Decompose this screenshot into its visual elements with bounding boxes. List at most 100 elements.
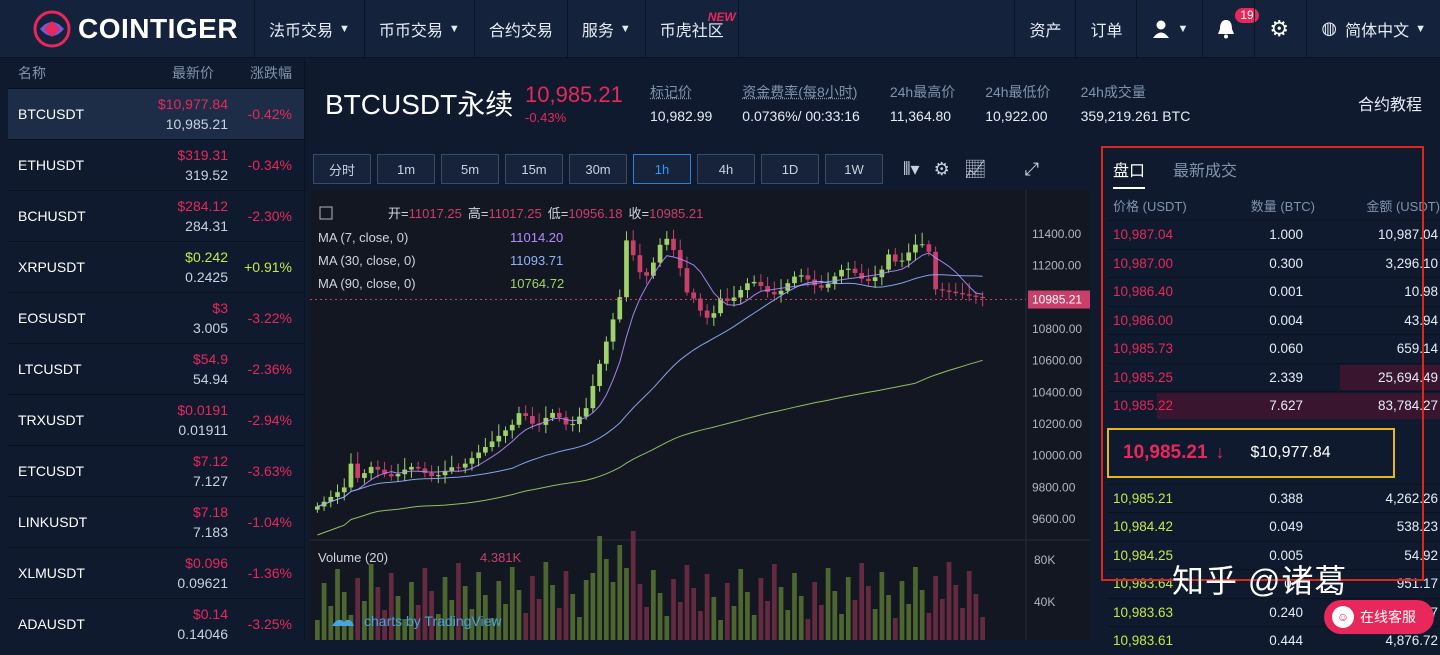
market-row[interactable]: TRXUSDT $0.0191 0.01911 -2.94%	[8, 394, 304, 445]
ask-row[interactable]: 10,985.22 7.627 83,784.27	[1107, 391, 1440, 420]
book-price: 10,986.00	[1113, 312, 1174, 328]
contract-tutorial-link[interactable]: 合约教程	[1357, 97, 1422, 114]
timeframe-button[interactable]: 5m	[441, 154, 499, 184]
market-price-usdt: 54.94	[192, 371, 228, 387]
candle	[368, 466, 374, 474]
market-row[interactable]: ETCUSDT $7.12 7.127 -3.63%	[8, 445, 304, 496]
ticker-stat-label[interactable]: 标记价	[650, 84, 692, 100]
tab-orderbook[interactable]: 盘口	[1113, 157, 1146, 189]
col-name[interactable]: 名称	[18, 65, 46, 81]
chart-background	[310, 190, 1090, 640]
online-support-button[interactable]: ☺ 在线客服	[1324, 600, 1434, 634]
volume-bar	[556, 608, 562, 640]
bid-row[interactable]: 10,984.25 0.005 54.92	[1107, 540, 1440, 570]
timeframe-button[interactable]: 15m	[505, 154, 563, 184]
timeframe-button[interactable]: 30m	[569, 154, 627, 184]
ask-row[interactable]: 10,987.04 1.000 10,987.04	[1107, 220, 1440, 249]
volume-bar	[348, 615, 354, 640]
timeframe-button[interactable]: 1m	[377, 154, 435, 184]
nav-item-4[interactable]: 币虎社区 NEW	[646, 0, 739, 58]
book-price: 10,986.40	[1113, 284, 1174, 300]
book-amount: 659.14	[1396, 341, 1438, 357]
market-list: 名称 最新价 涨跌幅 BTCUSDT $10,977.84 10,985.21 …	[0, 58, 305, 642]
market-change: -0.42%	[247, 106, 292, 122]
user-menu[interactable]: ▼	[1136, 0, 1202, 58]
ticker-header: BTCUSDT永续 10,985.21 -0.43% 标记价 10,982.99…	[305, 58, 1440, 148]
market-row[interactable]: LINKUSDT $7.18 7.183 -1.04%	[8, 496, 304, 547]
collapse-icon	[319, 206, 333, 220]
volume-bar	[462, 586, 468, 640]
book-amount: 10.98	[1404, 284, 1438, 300]
book-qty: 7.627	[1269, 398, 1303, 414]
chevron-down-icon: ▼	[619, 22, 631, 35]
market-symbol: XRPUSDT	[18, 259, 85, 275]
nav-item-1[interactable]: 币币交易 ▼	[365, 0, 475, 58]
ticker-stat-label[interactable]: 资金费率(每8小时)	[742, 84, 858, 100]
book-amount: 54.92	[1404, 547, 1438, 563]
volume-bar	[738, 569, 744, 640]
top-nav: COINTIGER 法币交易 ▼ 币币交易 ▼ 合约交易 服务 ▼ 币虎社区 NEW 资产 订单…	[0, 0, 1440, 58]
candle	[483, 447, 488, 453]
market-row[interactable]: XRPUSDT $0.242 0.2425 +0.91%	[8, 241, 304, 292]
gear-icon[interactable]: ⚙	[933, 158, 950, 179]
volume-bar	[691, 588, 697, 640]
ticker-stat-label: 24h成交量	[1080, 84, 1146, 100]
market-price: $0.14 0.14046	[128, 604, 228, 644]
timeframe-button[interactable]: 1h	[633, 154, 691, 184]
notifications-button[interactable]: 19	[1202, 0, 1259, 58]
ask-row[interactable]: 10,986.40 0.001 10.98	[1107, 277, 1440, 306]
settings-button[interactable]: ⚙	[1254, 0, 1306, 58]
volume-bar	[368, 564, 374, 640]
ask-row[interactable]: 10,985.73 0.060 659.14	[1107, 334, 1440, 363]
market-row[interactable]: XLMUSDT $0.096 0.09621 -1.36%	[8, 547, 304, 598]
col-amount: 金额 (USDT)	[1366, 198, 1440, 214]
market-row[interactable]: EOSUSDT $3 3.005 -3.22%	[8, 292, 304, 343]
volume-bar	[724, 583, 730, 640]
nav-item-0[interactable]: 法币交易 ▼	[255, 0, 365, 58]
candle	[805, 275, 811, 280]
timeframe-button[interactable]: 4h	[697, 154, 755, 184]
timeframe-button[interactable]: 分时	[313, 154, 371, 184]
market-row[interactable]: ADAUSDT $0.14 0.14046 -3.25%	[8, 598, 304, 649]
nav-assets[interactable]: 资产	[1014, 0, 1075, 58]
volume-bar	[953, 585, 959, 640]
last-price-tag-bg	[1028, 290, 1090, 309]
bid-row[interactable]: 10,984.42 0.049 538.23	[1107, 512, 1440, 541]
ask-row[interactable]: 10,986.00 0.004 43.94	[1107, 305, 1440, 335]
book-price: 10,985.73	[1113, 341, 1174, 357]
nav-item-2[interactable]: 合约交易	[475, 0, 568, 58]
tradingview-cloud-icon	[332, 619, 354, 626]
volume-bar	[684, 565, 690, 640]
fullscreen-icon[interactable]: ⤢	[1024, 158, 1040, 179]
book-amount: 4,262.26	[1385, 490, 1438, 506]
ticker-stat-value: 11,364.80	[889, 108, 952, 124]
market-row[interactable]: BTCUSDT $10,977.84 10,985.21 -0.42%	[8, 88, 304, 139]
col-change[interactable]: 涨跌幅	[250, 65, 292, 81]
bid-row[interactable]: 10,985.21 0.388 4,262.26	[1107, 483, 1440, 513]
ask-row[interactable]: 10,985.25 2.339 25,694.49	[1107, 362, 1440, 392]
market-row[interactable]: BCHUSDT $284.12 284.31 -2.30%	[8, 190, 304, 241]
volume-tick: 40K	[1034, 595, 1055, 609]
ticker-stat: 标记价 10,982.99	[650, 82, 712, 124]
volume-bar	[355, 578, 361, 640]
ask-row[interactable]: 10,987.00 0.300 3,296.10	[1107, 248, 1440, 278]
nav-orders[interactable]: 订单	[1075, 0, 1136, 58]
price-chart[interactable]: 11400.00 11200.00 10800.00 10600.00 10400.00…	[310, 190, 1090, 640]
volume-bar	[913, 567, 918, 640]
volume-bar	[530, 576, 535, 640]
tab-recent-trades[interactable]: 最新成交	[1173, 163, 1238, 180]
market-change: -0.34%	[247, 157, 292, 173]
language-selector[interactable]: ◍ 简体中文 ▼	[1306, 0, 1440, 58]
book-qty: 0.049	[1269, 519, 1303, 535]
timeframe-button[interactable]: 1W	[825, 154, 883, 184]
brand-logo[interactable]: COINTIGER	[0, 0, 255, 58]
nav-item-3[interactable]: 服务 ▼	[568, 0, 646, 58]
volume-bar	[469, 609, 475, 640]
timeframe-button[interactable]: 1D	[761, 154, 819, 184]
candlestick-style-icon[interactable]: ⫴▾	[903, 158, 920, 179]
market-price: $284.12 284.31	[128, 196, 228, 236]
market-row[interactable]: ETHUSDT $319.31 319.52 -0.34%	[8, 139, 304, 190]
indicators-icon[interactable]: 📈︎	[963, 158, 987, 179]
market-row[interactable]: LTCUSDT $54.9 54.94 -2.36%	[8, 343, 304, 394]
col-price[interactable]: 最新价	[172, 65, 214, 81]
